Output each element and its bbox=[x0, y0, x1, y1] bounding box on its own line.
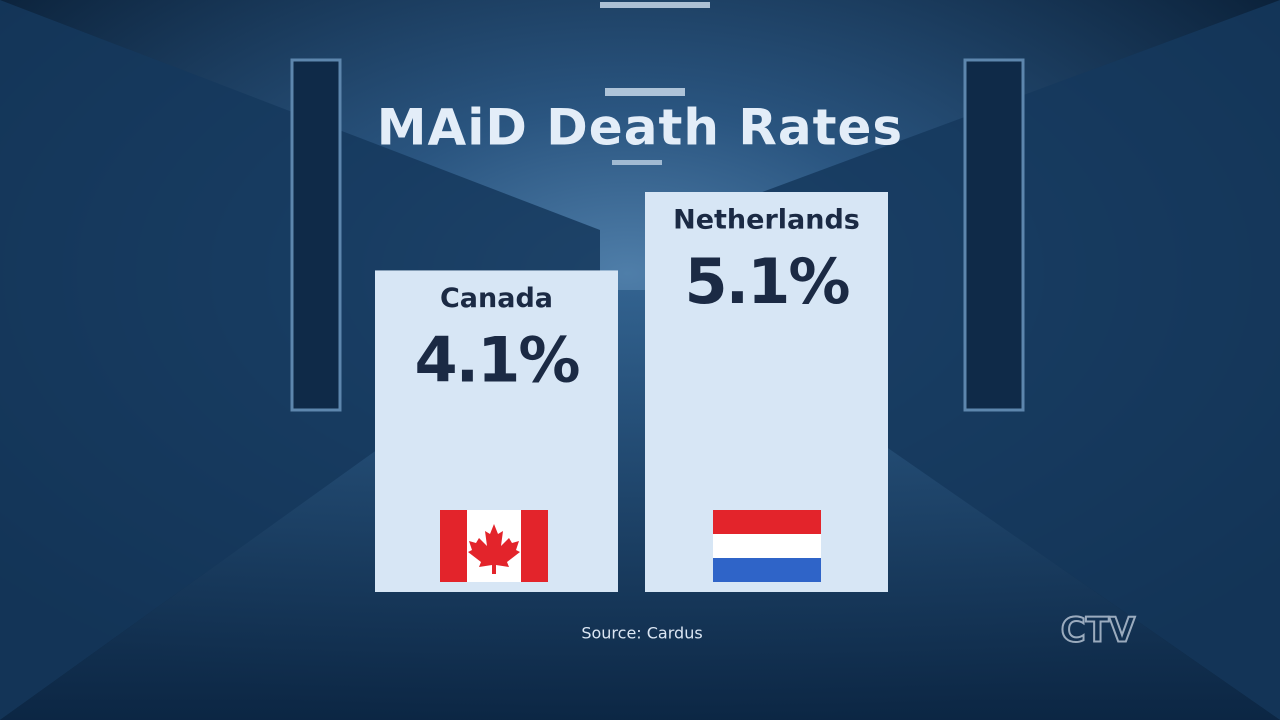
flag-canada bbox=[440, 510, 548, 582]
logo: CTV bbox=[1061, 611, 1136, 651]
chart-title: MAiD Death Rates bbox=[377, 99, 903, 157]
category-label: Canada bbox=[440, 283, 553, 314]
category-label: Netherlands bbox=[673, 205, 860, 236]
source: Source: Cardus bbox=[581, 624, 702, 643]
value-label: 5.1% bbox=[685, 245, 850, 318]
value-label: 4.1% bbox=[415, 324, 580, 397]
flag-netherlands bbox=[713, 510, 821, 582]
